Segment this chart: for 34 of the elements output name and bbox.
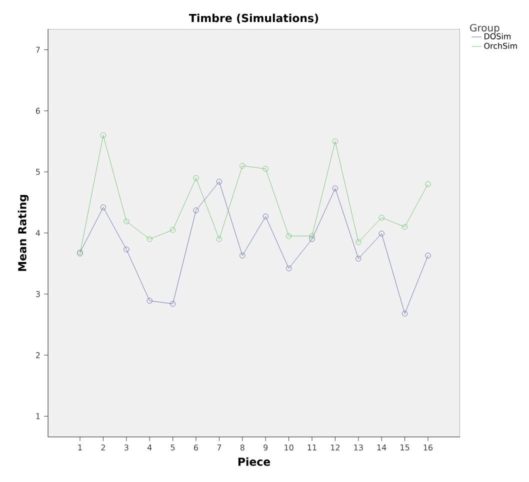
point	[425, 181, 431, 187]
point	[402, 224, 408, 230]
point	[286, 233, 292, 239]
point	[124, 218, 130, 224]
point	[378, 230, 384, 236]
point	[309, 236, 315, 242]
point	[216, 236, 222, 242]
point	[262, 214, 268, 220]
point	[240, 162, 246, 169]
point	[402, 310, 408, 316]
point	[286, 266, 292, 272]
point	[356, 256, 362, 262]
point	[309, 233, 315, 239]
point	[146, 298, 152, 304]
point	[240, 252, 246, 258]
point	[216, 178, 222, 184]
point	[146, 236, 152, 242]
point	[378, 214, 384, 221]
point	[170, 227, 176, 233]
point	[356, 239, 362, 245]
point	[425, 252, 431, 258]
x-axis-title: Piece	[238, 457, 270, 466]
point	[193, 208, 199, 214]
point	[100, 132, 106, 138]
point	[262, 166, 268, 172]
chart-title: Timbre (Simulations)	[189, 14, 318, 24]
point	[100, 204, 106, 210]
legend-title: Group	[470, 24, 500, 34]
y-axis-title: Mean Rating	[18, 194, 29, 271]
point	[193, 175, 199, 181]
point	[332, 138, 338, 144]
point	[332, 186, 338, 192]
point	[170, 301, 176, 307]
point	[124, 246, 130, 252]
